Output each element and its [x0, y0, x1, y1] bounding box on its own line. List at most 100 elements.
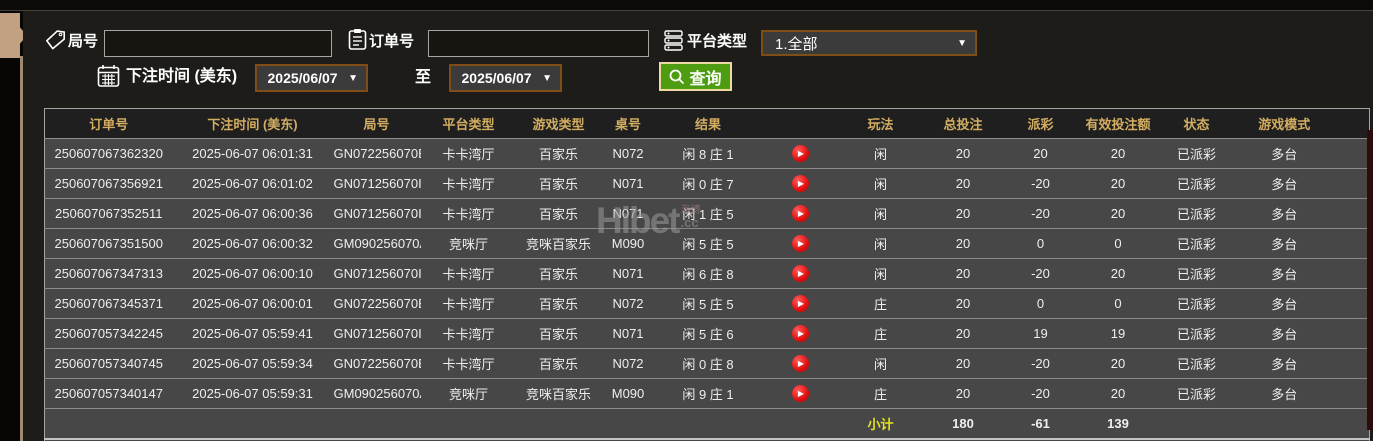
cell-status: 已派彩: [1160, 378, 1233, 409]
cell-bet-time: 2025-06-07 06:01:31: [172, 138, 333, 169]
platform-list-icon: [664, 30, 683, 51]
cell-bet-time: 2025-06-07 06:00:10: [172, 258, 333, 289]
replay-button[interactable]: ▶: [792, 295, 809, 313]
cell-game-mode: 多台: [1232, 258, 1370, 289]
replay-button[interactable]: ▶: [792, 205, 809, 223]
cell-total-bet: 20: [920, 198, 1006, 229]
cell-round-no: GN072256070EM: [332, 288, 421, 319]
cell-round-no: GM090256070A2: [332, 378, 421, 409]
replay-button[interactable]: ▶: [792, 355, 809, 373]
subtotal-total-bet: 180: [920, 408, 1006, 439]
cell-status: 已派彩: [1160, 348, 1233, 379]
col-status: 状态: [1160, 108, 1233, 139]
cell-round-no: GM090256070A3: [332, 228, 421, 259]
cell-result: 闲 5 庄 5: [655, 288, 761, 319]
replay-button[interactable]: ▶: [792, 385, 809, 403]
date-to-select[interactable]: 2025/06/07 ▼: [449, 64, 562, 92]
replay-button[interactable]: ▶: [792, 145, 809, 163]
replay-button[interactable]: ▶: [792, 325, 809, 343]
cell-table-no: N072: [600, 138, 656, 169]
cell-valid-bet: 19: [1075, 318, 1161, 349]
subtotal-valid-bet: 139: [1075, 408, 1161, 439]
cell-status: 已派彩: [1160, 258, 1233, 289]
col-replay: [760, 108, 841, 139]
cell-total-bet: 20: [920, 228, 1006, 259]
cell-game-mode: 多台: [1232, 198, 1370, 229]
total-spacer: [44, 438, 841, 441]
cell-round-no: GN071256070IO: [332, 168, 421, 199]
clipboard-icon: [348, 28, 367, 51]
cell-order-no: 250607067345371: [44, 288, 173, 319]
cell-play-type: 庄: [840, 318, 921, 349]
cell-status: 已派彩: [1160, 288, 1233, 319]
cell-status: 已派彩: [1160, 198, 1233, 229]
cell-game-type: 百家乐: [516, 318, 601, 349]
platform-type-label: 平台类型: [687, 33, 748, 50]
cell-platform: 竞咪厅: [420, 378, 517, 409]
cell-play-type: 闲: [840, 228, 921, 259]
total-valid-bet: 139: [1075, 438, 1161, 441]
cell-result: 闲 9 庄 1: [655, 378, 761, 409]
cell-payout: -20: [1005, 198, 1076, 229]
subtotal-payout: -61: [1005, 408, 1076, 439]
col-bet-time: 下注时间 (美东): [172, 108, 333, 139]
play-icon: ▶: [797, 148, 805, 158]
col-order-no: 订单号: [44, 108, 173, 139]
bet-time-label: 下注时间 (美东): [126, 68, 238, 85]
cell-bet-time: 2025-06-07 05:59:41: [172, 318, 333, 349]
cell-game-mode: 多台: [1232, 168, 1370, 199]
cell-valid-bet: 20: [1075, 168, 1161, 199]
cell-result: 闲 5 庄 5: [655, 228, 761, 259]
round-number-input[interactable]: [104, 30, 332, 57]
table-row: 250607067345371 2025-06-07 06:00:01 GN0722…: [44, 288, 1370, 319]
cell-replay: ▶: [760, 378, 841, 409]
cell-valid-bet: 0: [1075, 228, 1161, 259]
cell-table-no: M090: [600, 378, 656, 409]
cell-total-bet: 20: [920, 318, 1006, 349]
cell-payout: -20: [1005, 168, 1076, 199]
replay-button[interactable]: ▶: [792, 235, 809, 253]
play-icon: ▶: [797, 388, 805, 398]
cell-result: 闲 6 庄 8: [655, 258, 761, 289]
replay-button[interactable]: ▶: [792, 265, 809, 283]
cell-table-no: N071: [600, 318, 656, 349]
cell-platform: 竞咪厅: [420, 228, 517, 259]
calendar-icon: [97, 64, 120, 88]
cell-replay: ▶: [760, 348, 841, 379]
cell-platform: 卡卡湾厅: [420, 348, 517, 379]
cell-replay: ▶: [760, 138, 841, 169]
cell-replay: ▶: [760, 258, 841, 289]
cell-order-no: 250607067362320: [44, 138, 173, 169]
table-row: 250607067351500 2025-06-07 06:00:32 GM0902…: [44, 228, 1370, 259]
col-game-mode: 游戏模式: [1232, 108, 1370, 139]
total-payout: -61: [1005, 438, 1076, 441]
cell-game-type: 竞咪百家乐: [516, 228, 601, 259]
cell-order-no: 250607067356921: [44, 168, 173, 199]
play-icon: ▶: [797, 268, 805, 278]
cell-round-no: GN071256070IL: [332, 318, 421, 349]
table-row: 250607057340745 2025-06-07 05:59:34 GN0722…: [44, 348, 1370, 379]
date-from-select[interactable]: 2025/06/07 ▼: [255, 64, 368, 92]
cell-platform: 卡卡湾厅: [420, 258, 517, 289]
cell-order-no: 250607057342245: [44, 318, 173, 349]
table-row: 250607067347313 2025-06-07 06:00:10 GN0712…: [44, 258, 1370, 289]
replay-button[interactable]: ▶: [792, 175, 809, 193]
cell-game-mode: 多台: [1232, 228, 1370, 259]
right-edge-strip: [1367, 130, 1373, 430]
cell-play-type: 闲: [840, 348, 921, 379]
query-button-label: 查询: [689, 70, 722, 88]
total-mode-empty: [1232, 438, 1370, 441]
cell-bet-time: 2025-06-07 05:59:31: [172, 378, 333, 409]
cell-order-no: 250607067352511: [44, 198, 173, 229]
cell-order-no: 250607057340745: [44, 348, 173, 379]
cell-platform: 卡卡湾厅: [420, 288, 517, 319]
subtotal-row: 小计 180 -61 139: [44, 408, 1370, 439]
play-icon: ▶: [797, 328, 805, 338]
query-button[interactable]: 查询: [659, 62, 732, 91]
platform-type-select[interactable]: 1.全部 ▼: [761, 30, 977, 56]
order-number-label: 订单号: [369, 33, 415, 50]
cell-total-bet: 20: [920, 288, 1006, 319]
order-number-input[interactable]: [428, 30, 649, 57]
cell-total-bet: 20: [920, 138, 1006, 169]
cell-total-bet: 20: [920, 168, 1006, 199]
